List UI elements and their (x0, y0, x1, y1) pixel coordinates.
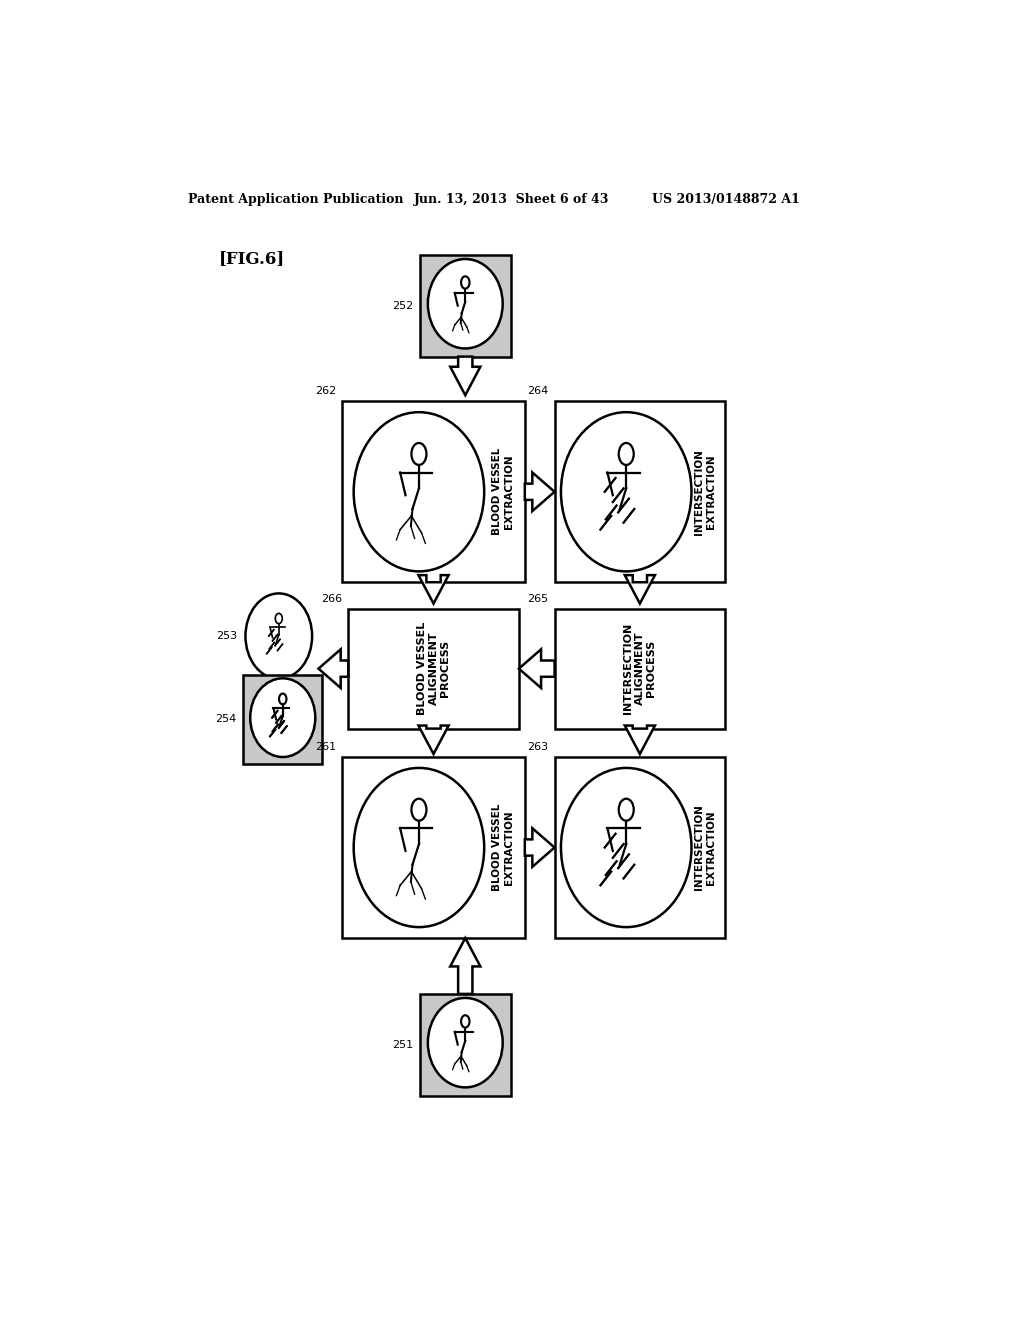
Text: Jun. 13, 2013  Sheet 6 of 43: Jun. 13, 2013 Sheet 6 of 43 (414, 193, 609, 206)
FancyArrow shape (451, 356, 480, 395)
Ellipse shape (618, 799, 634, 821)
Text: BLOOD VESSEL
ALIGNMENT
PROCESS: BLOOD VESSEL ALIGNMENT PROCESS (417, 622, 451, 715)
Text: 262: 262 (314, 387, 336, 396)
FancyArrow shape (419, 726, 449, 754)
FancyArrow shape (524, 828, 555, 867)
Text: US 2013/0148872 A1: US 2013/0148872 A1 (652, 193, 800, 206)
FancyArrow shape (451, 939, 480, 994)
Ellipse shape (353, 768, 484, 927)
Text: INTERSECTION
EXTRACTION: INTERSECTION EXTRACTION (694, 449, 716, 535)
Bar (342, 758, 525, 939)
Text: INTERSECTION
EXTRACTION: INTERSECTION EXTRACTION (694, 805, 716, 891)
Text: 252: 252 (392, 301, 414, 310)
Text: INTERSECTION
ALIGNMENT
PROCESS: INTERSECTION ALIGNMENT PROCESS (624, 623, 656, 714)
Text: 266: 266 (321, 594, 342, 603)
Ellipse shape (412, 444, 426, 465)
FancyArrow shape (419, 576, 449, 603)
FancyArrow shape (318, 649, 348, 688)
Text: [FIG.6]: [FIG.6] (219, 249, 286, 267)
Text: 253: 253 (216, 631, 238, 642)
Ellipse shape (275, 614, 283, 623)
FancyArrow shape (625, 726, 655, 754)
Ellipse shape (561, 412, 691, 572)
Circle shape (246, 594, 312, 678)
FancyArrow shape (519, 649, 555, 688)
Bar (420, 255, 511, 356)
Text: 261: 261 (314, 742, 336, 752)
Ellipse shape (279, 693, 287, 705)
Bar (342, 401, 525, 582)
Ellipse shape (428, 998, 503, 1088)
Text: BLOOD VESSEL
EXTRACTION: BLOOD VESSEL EXTRACTION (493, 447, 514, 536)
Text: BLOOD VESSEL
EXTRACTION: BLOOD VESSEL EXTRACTION (493, 804, 514, 891)
Ellipse shape (412, 799, 426, 821)
Ellipse shape (353, 412, 484, 572)
Text: 265: 265 (527, 594, 548, 603)
Ellipse shape (461, 1015, 469, 1027)
FancyArrow shape (524, 473, 555, 511)
Ellipse shape (618, 444, 634, 465)
Bar (348, 609, 519, 729)
Text: 254: 254 (215, 714, 237, 725)
Text: Patent Application Publication: Patent Application Publication (187, 193, 403, 206)
FancyArrow shape (625, 576, 655, 603)
Text: 263: 263 (527, 742, 548, 752)
Ellipse shape (250, 678, 315, 756)
Bar (555, 609, 725, 729)
Bar (555, 758, 725, 939)
Text: 264: 264 (527, 387, 548, 396)
Ellipse shape (428, 259, 503, 348)
Bar (243, 675, 323, 764)
Bar (555, 401, 725, 582)
Text: 251: 251 (392, 1040, 414, 1049)
Ellipse shape (561, 768, 691, 927)
Bar (420, 994, 511, 1096)
Ellipse shape (461, 276, 469, 289)
